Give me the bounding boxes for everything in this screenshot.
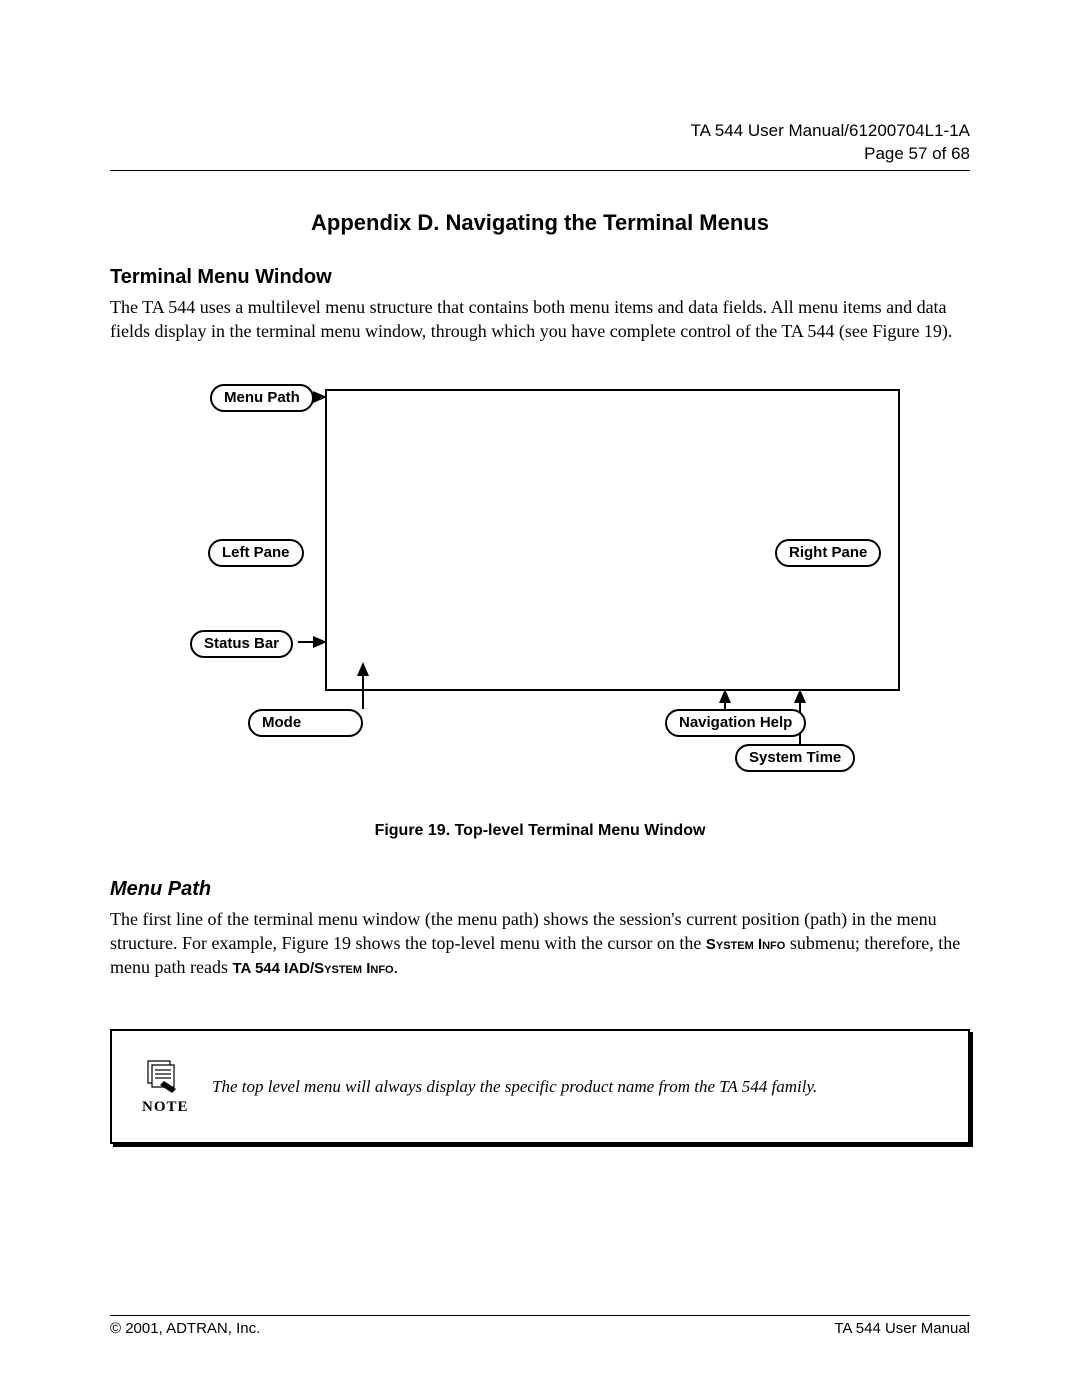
menu-path-bold: TA 544 IAD/ — [232, 960, 314, 977]
page-number-label: Page 57 of 68 — [691, 143, 970, 166]
header-block: TA 544 User Manual/61200704L1-1A Page 57… — [691, 120, 970, 166]
pill-right-pane: Right Pane — [775, 539, 881, 567]
appendix-title: Appendix D. Navigating the Terminal Menu… — [110, 210, 970, 236]
page-footer: © 2001, ADTRAN, Inc. TA 544 User Manual — [110, 1315, 970, 1337]
section2-text-end: . — [394, 957, 399, 977]
pill-status-bar: Status Bar — [190, 630, 293, 658]
section-terminal-menu-window: Terminal Menu Window — [110, 266, 970, 289]
section1-paragraph: The TA 544 uses a multilevel menu struct… — [110, 295, 970, 344]
pill-mode: Mode — [248, 709, 363, 737]
pill-nav-help: Navigation Help — [665, 709, 806, 737]
figure-19: Menu Path Left Pane Right Pane Status Ba… — [180, 384, 900, 804]
section2-paragraph: The first line of the terminal menu wind… — [110, 907, 970, 980]
footer-copyright: © 2001, ADTRAN, Inc. — [110, 1320, 260, 1337]
figure-caption: Figure 19. Top-level Terminal Menu Windo… — [110, 822, 970, 840]
pill-left-pane: Left Pane — [208, 539, 304, 567]
system-info-smallcaps-2: System Info — [314, 960, 393, 977]
note-icon: NOTE — [142, 1057, 182, 1116]
footer-rule — [110, 1315, 970, 1316]
note-text: The top level menu will always display t… — [212, 1077, 817, 1097]
section-menu-path: Menu Path — [110, 878, 970, 901]
system-info-smallcaps-1: System Info — [706, 936, 785, 953]
figure-arrows — [180, 384, 900, 804]
pill-menu-path: Menu Path — [210, 384, 314, 412]
header-rule — [110, 170, 970, 171]
note-label: NOTE — [142, 1099, 182, 1116]
page: TA 544 User Manual/61200704L1-1A Page 57… — [0, 0, 1080, 1397]
doc-id: TA 544 User Manual/61200704L1-1A — [691, 120, 970, 143]
pill-system-time: System Time — [735, 744, 855, 772]
footer-doc-title: TA 544 User Manual — [834, 1320, 970, 1337]
note-callout: NOTE The top level menu will always disp… — [110, 1029, 970, 1144]
